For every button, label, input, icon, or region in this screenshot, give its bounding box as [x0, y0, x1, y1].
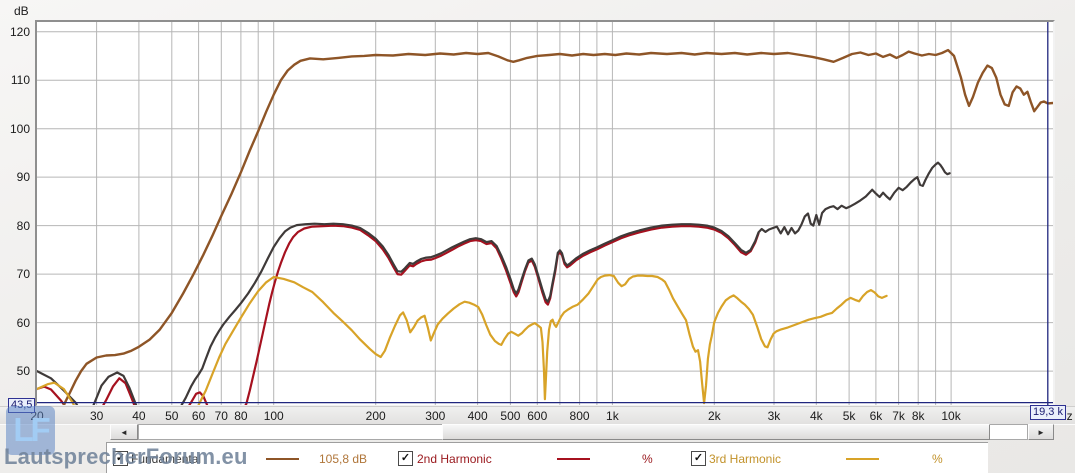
- x-tick-label: 80: [234, 409, 248, 423]
- scrollbar-thumb[interactable]: [442, 424, 990, 440]
- y-tick-label: 100: [9, 121, 30, 136]
- x-tick-label: 600: [527, 409, 548, 423]
- x-tick-label: 7k: [892, 409, 905, 423]
- y-tick-label: 70: [16, 267, 30, 282]
- second-harmonic-checkbox[interactable]: ✓: [398, 451, 413, 466]
- second-harmonic-unit: %: [642, 452, 653, 466]
- x-axis-strip: Hz 203040506070801002003004005006008001k…: [0, 406, 1075, 425]
- scrollbar-right-button[interactable]: ►: [1028, 424, 1054, 440]
- x-tick-label: 800: [569, 409, 590, 423]
- third-harmonic-checkbox[interactable]: ✓: [691, 451, 706, 466]
- x-tick-label: 3k: [767, 409, 781, 423]
- x-tick-label: 60: [191, 409, 206, 423]
- scroll-left-arrow-icon: ◄: [120, 428, 128, 437]
- fundamental-label: Fundamental: [131, 452, 202, 466]
- y-tick-label: 60: [16, 315, 30, 330]
- watermark-text: LautsprecherForum.eu: [4, 444, 248, 469]
- x-tick-label: 4k: [809, 409, 823, 423]
- legend-bar: ✓ Fundamental 105,8 dB ✓ 2nd Harmonic % …: [106, 442, 988, 473]
- x-tick-label: 500: [500, 409, 521, 423]
- x-tick-label: 100: [263, 409, 284, 423]
- third-harmonic-label: 3rd Harmonic: [709, 452, 782, 466]
- y-tick-label: 90: [16, 170, 30, 185]
- x-tick-label: 50: [165, 409, 179, 423]
- y-axis-unit-label: dB: [14, 4, 29, 18]
- y-tick-label: 80: [16, 218, 30, 233]
- second-harmonic-swatch-icon: [557, 458, 590, 460]
- x-tick-label: 8k: [911, 409, 925, 423]
- fundamental-checkbox[interactable]: ✓: [113, 451, 128, 466]
- x-tick-label: 400: [467, 409, 488, 423]
- second-harmonic-label: 2nd Harmonic: [417, 452, 492, 466]
- x-tick-label: 6k: [869, 409, 883, 423]
- third-harmonic-unit: %: [932, 452, 943, 466]
- horizontal-scrollbar: ◄ ►: [0, 424, 1075, 441]
- x-tick-label: 70: [214, 409, 228, 423]
- y-tick-label: 120: [9, 24, 30, 39]
- lautsprecherforum-logo: LF: [6, 406, 55, 455]
- y-tick-label: 50: [16, 364, 30, 379]
- x-tick-label: 1k: [606, 409, 619, 423]
- x-tick-label: 10k: [941, 409, 961, 423]
- x-tick-label: 2k: [707, 409, 721, 423]
- plot-area[interactable]: [35, 20, 1055, 407]
- plot-canvas: [37, 22, 1053, 405]
- fundamental-swatch-icon: [266, 458, 299, 460]
- third-harmonic-swatch-icon: [846, 458, 879, 460]
- x-tick-label: 300: [425, 409, 446, 423]
- x-tick-label: 30: [89, 409, 104, 423]
- scrollbar-left-button[interactable]: ◄: [110, 424, 138, 440]
- y-tick-label: 110: [10, 73, 30, 88]
- fundamental-level-value: 105,8 dB: [319, 452, 368, 466]
- x-tick-label: 40: [132, 409, 146, 423]
- x-tick-label: 5k: [842, 409, 856, 423]
- scroll-right-arrow-icon: ►: [1037, 428, 1045, 437]
- x-tick-label: 200: [365, 409, 386, 423]
- logo-monogram: LF: [13, 411, 50, 448]
- cursor-frequency-readout[interactable]: 19,3 k: [1030, 405, 1066, 420]
